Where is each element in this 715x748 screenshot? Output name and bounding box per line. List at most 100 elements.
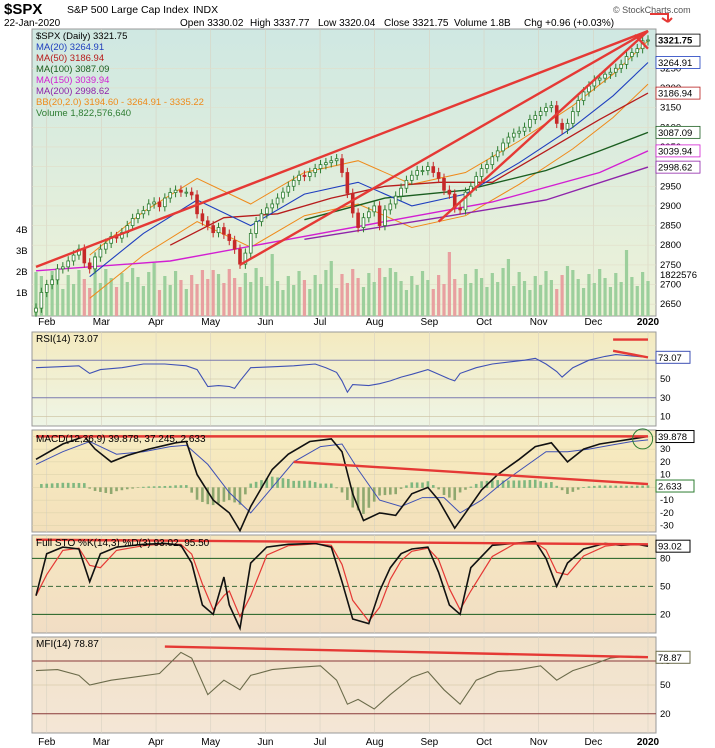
macd-histogram-bar: [533, 479, 537, 488]
candle-body: [367, 211, 371, 219]
macd-histogram-bar: [66, 482, 70, 488]
mfi-tick-label: 50: [660, 680, 671, 691]
macd-title: MACD(12,26,9) 39.878, 37.245, 2.633: [36, 434, 206, 445]
macd-histogram-bar: [233, 487, 236, 503]
x-tick-label-price: Dec: [584, 317, 602, 328]
stochastic-k-line: [35, 540, 649, 632]
volume-bar: [345, 283, 349, 316]
volume-bar: [587, 274, 591, 316]
low-value: Low 3320.04: [318, 18, 376, 29]
volume-bar: [576, 279, 580, 316]
candle-body: [485, 164, 489, 169]
macd-histogram-bar: [367, 487, 371, 508]
exchange-label: INDX: [193, 4, 218, 16]
legend-ma150: MA(150) 3039.94: [36, 75, 109, 86]
x-tick-label-bottom: Sep: [420, 737, 438, 748]
volume-bar: [485, 287, 489, 316]
volume-bar: [281, 290, 285, 316]
instrument-name: S&P 500 Large Cap Index: [67, 4, 190, 16]
ma20-line: [89, 62, 649, 278]
macd-histogram-bar: [227, 487, 231, 501]
candle-body: [463, 191, 468, 211]
x-tick-label-bottom: Jul: [314, 737, 327, 748]
macd-histogram-bar: [292, 480, 295, 488]
mfi-value-box: [655, 650, 691, 664]
stochastic-trendline: [35, 538, 649, 546]
macd-histogram-bar: [185, 485, 188, 488]
volume-bar: [141, 286, 145, 316]
volume-bar: [394, 272, 398, 316]
volume-bar: [598, 269, 602, 316]
macd-histogram-bar: [582, 486, 585, 488]
volume-bar: [254, 268, 258, 316]
volume-bar: [88, 288, 92, 316]
candle-body: [146, 203, 151, 212]
candle-body: [350, 192, 355, 214]
candle-body: [179, 189, 183, 193]
macd-histogram-bar: [174, 485, 177, 488]
candle-body: [152, 201, 156, 205]
macd-tick-label: -20: [660, 508, 674, 519]
candle-body: [291, 179, 296, 187]
macd-histogram-bar: [265, 478, 269, 488]
y-tick-label-price: 2900: [660, 201, 681, 212]
candle-body: [71, 254, 76, 262]
y-tick-label-price: 3150: [660, 103, 681, 114]
candle-body: [275, 197, 280, 205]
volume-bar: [528, 290, 532, 316]
x-tick-label-bottom: Jun: [257, 737, 273, 748]
macd-histogram-bar: [93, 487, 97, 491]
volume-bar: [82, 279, 86, 316]
macd-histogram-bar: [512, 480, 516, 488]
volume-bar: [469, 283, 473, 316]
stochastic-tick-label: 50: [660, 581, 671, 592]
macd-histogram-bar: [83, 483, 86, 488]
volume-bar: [249, 282, 253, 316]
candle-body: [189, 191, 194, 196]
candle-body: [377, 205, 382, 226]
macd-histogram-bar: [88, 487, 91, 489]
candle-body: [393, 195, 398, 205]
volume-bar: [308, 289, 312, 316]
macd-histogram-bar: [426, 481, 430, 488]
volume-bar: [243, 273, 247, 316]
rsi-tick-label: 30: [660, 393, 671, 404]
volume-bar: [646, 281, 650, 316]
candle-body: [66, 260, 71, 268]
volume-value: Volume 1.8B: [454, 18, 511, 29]
y-tick-label-price: 2650: [660, 299, 681, 310]
volume-bar: [66, 275, 70, 316]
candle-body: [404, 179, 409, 189]
volume-bar: [34, 272, 38, 316]
macd-histogram-bar: [480, 481, 483, 488]
price-axis-box: [655, 144, 701, 158]
candle-body: [248, 233, 253, 254]
candle-body: [549, 105, 554, 109]
candle-body: [324, 162, 328, 166]
price-axis-value: 3087.09: [658, 128, 692, 139]
stochastic-tick-label: 80: [660, 553, 671, 564]
ma100-line: [304, 131, 649, 221]
macd-histogram-bar: [646, 485, 650, 488]
macd-histogram-bar: [287, 478, 290, 488]
candle-body: [646, 39, 650, 42]
candle-body: [82, 248, 87, 264]
macd-histogram-bar: [539, 481, 542, 488]
candle-body: [538, 111, 543, 116]
volume-bar: [104, 269, 108, 316]
macd-value-box: [655, 479, 695, 493]
macd-tick-label: -10: [660, 495, 674, 506]
candle-body: [334, 158, 339, 162]
candle-body: [61, 266, 65, 270]
candle-body: [238, 248, 242, 265]
macd-histogram-trendline: [293, 460, 649, 486]
macd-histogram-bar: [469, 486, 473, 488]
macd-histogram-bar: [378, 487, 381, 496]
macd-histogram-bar: [308, 480, 312, 488]
candle-body: [603, 73, 607, 79]
volume-bar: [442, 284, 446, 316]
volume-last-label: 1822576: [660, 270, 697, 281]
macd-histogram-bar: [313, 482, 317, 488]
price-axis-value: 3264.91: [658, 58, 692, 69]
candle-body: [281, 191, 285, 199]
